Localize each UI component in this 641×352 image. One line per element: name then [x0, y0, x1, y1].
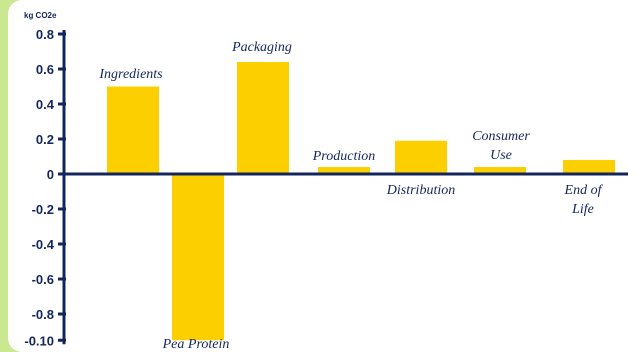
category-label-consumer-use: Consumer Use [472, 129, 530, 163]
y-tick-label: -0.2 [32, 202, 54, 217]
bar-production [318, 167, 370, 174]
y-tick-label: 0 [47, 167, 54, 182]
category-label-pea-protein: Pea Protein [162, 337, 230, 352]
category-label-end-of-life: End of Life [564, 183, 604, 217]
category-label-production: Production [312, 149, 375, 164]
y-tick-label: 0.4 [36, 97, 55, 112]
bar-ingredients [107, 86, 159, 174]
y-tick-label: 0.6 [36, 62, 54, 77]
category-label-distribution: Distribution [386, 183, 455, 198]
bar-pea-protein [172, 174, 224, 341]
chart-panel [8, 0, 641, 352]
y-axis-unit-label: kg CO2e [24, 11, 57, 20]
y-tick-label: -0.10 [24, 333, 54, 348]
y-tick-label: -0.8 [32, 307, 54, 322]
y-tick-label: 0.2 [36, 132, 54, 147]
bar-distribution [395, 140, 447, 174]
category-label-packaging: Packaging [231, 40, 292, 55]
y-tick-label: -0.6 [32, 272, 54, 287]
category-label-ingredients: Ingredients [98, 67, 163, 82]
bar-packaging [237, 62, 289, 174]
y-tick-label: 0.8 [36, 27, 54, 42]
y-tick-label: -0.4 [32, 237, 55, 252]
bar-consumer-use [474, 167, 526, 174]
bar-end-of-life [563, 160, 615, 174]
